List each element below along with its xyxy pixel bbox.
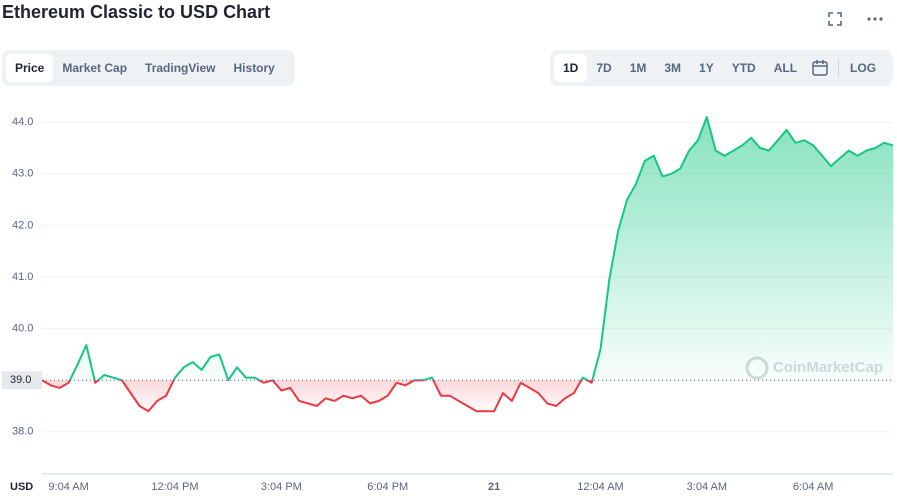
tab[interactable]: TradingView: [145, 61, 216, 75]
y-tick-label: 43.0: [12, 168, 33, 180]
y-tick-label: 40.0: [12, 323, 33, 335]
range-button[interactable]: ALL: [773, 61, 798, 75]
y-tick-label: 38.0: [12, 426, 33, 438]
tab[interactable]: Market Cap: [62, 61, 128, 75]
tab-bar: Price Market Cap TradingView History: [2, 50, 295, 86]
range-button[interactable]: 1M: [629, 61, 647, 75]
x-tick-label: 3:04 AM: [687, 481, 727, 493]
log-toggle[interactable]: LOG: [850, 61, 877, 75]
range-button[interactable]: 7D: [596, 61, 612, 75]
currency-label: USD: [10, 481, 33, 493]
fullscreen-icon[interactable]: [828, 12, 842, 26]
tab[interactable]: History: [233, 61, 275, 75]
x-tick-label: 12:04 AM: [577, 481, 623, 493]
range-button[interactable]: 3M: [664, 61, 682, 75]
calendar-icon[interactable]: [806, 59, 836, 77]
chart-title: Ethereum Classic to USD Chart: [2, 2, 271, 22]
y-tick-label: 42.0: [12, 219, 33, 231]
range-button[interactable]: 1D: [554, 54, 588, 82]
y-tick-label: 41.0: [12, 271, 33, 283]
separator: [838, 59, 840, 77]
x-tick-label: 21: [488, 481, 500, 493]
more-icon[interactable]: [867, 17, 883, 21]
x-tick-label: 6:04 PM: [367, 481, 408, 493]
y-tick-label: 44.0: [12, 116, 33, 128]
x-tick-label: 9:04 AM: [48, 481, 88, 493]
baseline-label: 39.0: [10, 374, 31, 386]
x-tick-label: 6:04 AM: [793, 481, 833, 493]
range-bar: 1D 7D 1M 3M 1Y YTD ALL LOG: [550, 50, 893, 86]
range-button[interactable]: 1Y: [699, 61, 714, 75]
x-tick-label: 12:04 PM: [151, 481, 198, 493]
header-icons: [828, 12, 883, 26]
tab[interactable]: Price: [6, 54, 54, 82]
range-button[interactable]: YTD: [731, 61, 756, 75]
price-line: [41, 116, 894, 413]
price-area: [42, 117, 893, 412]
x-tick-label: 3:04 PM: [261, 481, 302, 493]
baseline-label-box: [2, 371, 42, 390]
